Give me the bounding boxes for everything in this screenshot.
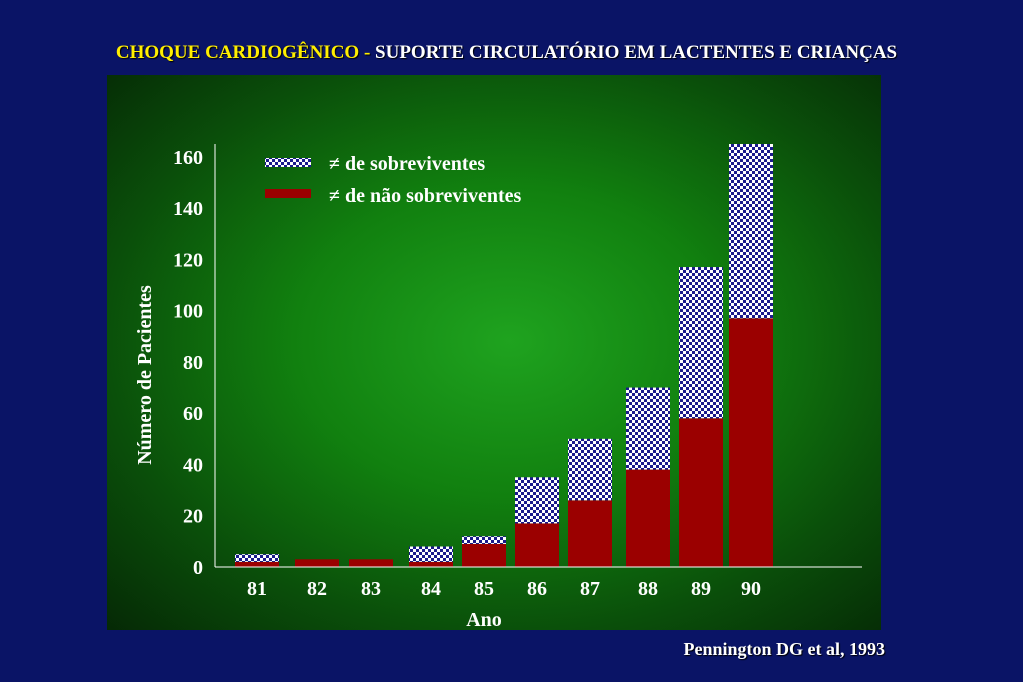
y-tick-label: 60 [183, 403, 203, 425]
bar-non-survivors-83 [349, 559, 393, 567]
x-tick-label: 87 [580, 578, 600, 600]
bar-non-survivors-82 [295, 559, 339, 567]
bar-non-survivors-86 [515, 523, 559, 567]
y-tick-label: 140 [173, 198, 203, 220]
bar-survivors-86 [515, 477, 559, 524]
bar-non-survivors-90 [729, 318, 773, 567]
bar-survivors-89 [679, 267, 723, 419]
bar-chart: 81 82 83 84 85 86 87 88 89 90 0 20 40 60 80 100 120 140 1… [134, 144, 862, 630]
slide-title: CHOQUE CARDIOGÊNICO - SUPORTE CIRCULATÓR… [0, 42, 1013, 64]
bar-survivors-85 [462, 536, 506, 544]
y-tick-label: 100 [173, 301, 203, 323]
x-tick-label: 84 [421, 578, 441, 600]
x-tick-label: 90 [741, 578, 761, 600]
bar-non-survivors-85 [462, 543, 506, 567]
bar-non-survivors-87 [568, 500, 612, 567]
citation: Pennington DG et al, 1993 [683, 639, 885, 659]
legend: ≠ de sobreviventes ≠ de não sobrevivente… [265, 153, 521, 207]
y-tick-label: 0 [193, 557, 203, 579]
y-tick-label: 80 [183, 352, 203, 374]
bar-survivors-84 [409, 546, 453, 562]
x-tick-label: 86 [527, 578, 547, 600]
x-tick-label: 83 [361, 578, 381, 600]
bar-survivors-88 [626, 387, 670, 470]
y-tick-label: 40 [183, 454, 203, 476]
y-tick-label: 20 [183, 506, 203, 528]
legend-swatch-non-survivors [265, 189, 311, 198]
bar-survivors-87 [568, 438, 612, 501]
legend-label-non-survivors: ≠ de não sobreviventes [329, 185, 521, 207]
x-tick-label: 85 [474, 578, 494, 600]
bar-non-survivors-89 [679, 418, 723, 567]
bar-survivors-90 [729, 144, 773, 319]
title-main: SUPORTE CIRCULATÓRIO EM LACTENTES E CRIA… [375, 42, 898, 63]
chart-panel: 81 82 83 84 85 86 87 88 89 90 0 20 40 60 80 100 120 140 1… [107, 75, 881, 630]
x-tick-label: 89 [691, 578, 711, 600]
bar-non-survivors-84 [409, 561, 453, 567]
legend-label-survivors: ≠ de sobreviventes [329, 153, 485, 175]
x-tick-label: 82 [307, 578, 327, 600]
bar-survivors-81 [235, 554, 279, 562]
bar-non-survivors-81 [235, 561, 279, 567]
legend-swatch-survivors [265, 158, 311, 167]
bar-non-survivors-88 [626, 469, 670, 567]
y-tick-label: 120 [173, 249, 203, 271]
x-tick-label: 88 [638, 578, 658, 600]
title-highlight: CHOQUE CARDIOGÊNICO - [115, 42, 376, 63]
y-axis-label: Número de Pacientes [134, 285, 156, 465]
y-tick-label: 160 [173, 147, 203, 169]
x-axis-label: Ano [466, 609, 502, 630]
x-tick-label: 81 [247, 578, 267, 600]
